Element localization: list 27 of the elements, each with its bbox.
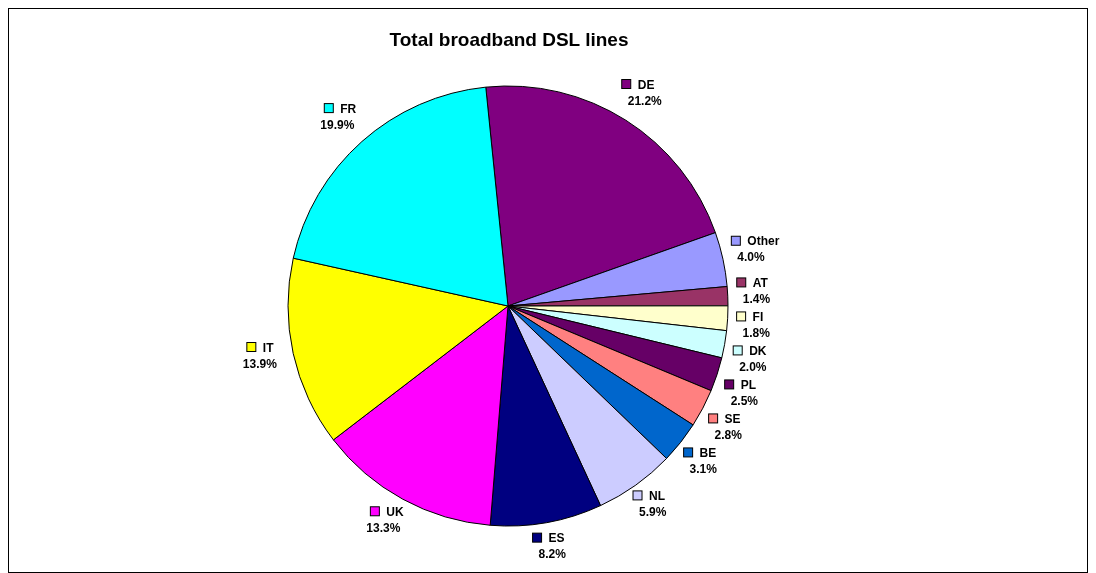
data-label: 5.9%: [639, 504, 667, 519]
legend-label: SE: [724, 411, 741, 426]
data-label: 8.2%: [538, 547, 567, 562]
data-label: 2.5%: [730, 393, 759, 408]
legend-label: FR: [340, 101, 357, 116]
legend-label: NL: [649, 488, 666, 503]
data-label: 1.8%: [742, 325, 771, 340]
data-label: 21.2%: [627, 93, 663, 108]
data-label: 4.0%: [737, 250, 766, 265]
chart-title: Total broadband DSL lines: [388, 29, 630, 51]
legend-label: IT: [262, 340, 275, 355]
data-label: 19.9%: [320, 117, 355, 132]
legend-label: DK: [749, 343, 767, 358]
legend-label: PL: [740, 377, 757, 392]
data-label: 3.1%: [689, 461, 718, 476]
legend-label: ES: [548, 531, 565, 546]
legend-label: AT: [752, 275, 769, 290]
data-label: 1.4%: [742, 291, 771, 306]
legend-label: DE: [637, 77, 655, 92]
data-label: 2.8%: [714, 427, 743, 442]
data-label: 13.3%: [366, 520, 401, 535]
data-label: 2.0%: [739, 359, 767, 374]
legend-label: UK: [386, 504, 405, 519]
legend-label: FI: [752, 309, 764, 324]
legend-label: BE: [699, 445, 717, 460]
legend-label: Other: [747, 234, 780, 249]
data-label: 13.9%: [242, 356, 278, 371]
